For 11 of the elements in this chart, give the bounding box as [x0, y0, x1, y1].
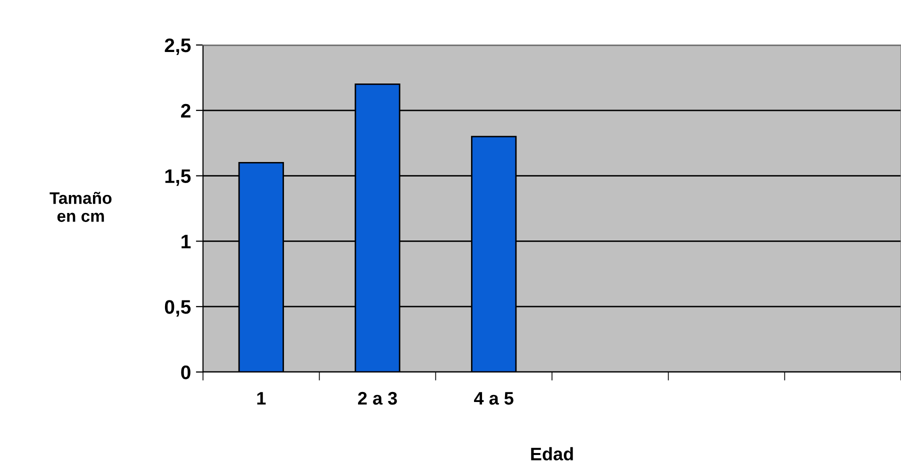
y-tick-label: 0,5: [164, 300, 191, 317]
y-tick-label: 2: [181, 104, 190, 118]
y-tick-label: 0: [181, 365, 190, 380]
x-tick-label: 2 a 3: [358, 392, 397, 405]
x-tick-label: 4 a 5: [474, 392, 514, 405]
y-axis-title: Tamaño en cm: [50, 192, 112, 222]
x-axis-title: Edad: [531, 447, 573, 460]
y-tick-label: 1,5: [165, 169, 191, 186]
x-tick-label: 1: [257, 392, 266, 405]
y-tick-label: 2,5: [164, 38, 191, 56]
y-tick-label: 1: [182, 234, 191, 248]
